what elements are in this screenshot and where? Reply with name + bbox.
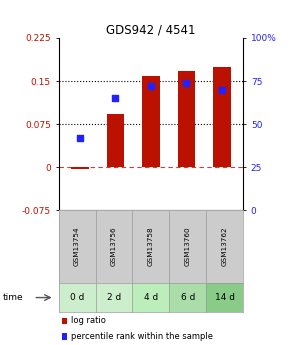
Text: percentile rank within the sample: percentile rank within the sample (71, 332, 213, 341)
Point (184, 80, 189, 86)
Text: GSM13762: GSM13762 (222, 227, 228, 266)
Text: time: time (3, 293, 23, 302)
Text: 4 d: 4 d (144, 293, 158, 302)
Text: 6 d: 6 d (180, 293, 195, 302)
Text: log ratio: log ratio (71, 316, 106, 325)
Title: GDS942 / 4541: GDS942 / 4541 (106, 24, 196, 37)
Point (149, 83, 153, 89)
Text: GSM13754: GSM13754 (74, 227, 80, 266)
Text: GSM13756: GSM13756 (111, 227, 117, 266)
Text: GSM13758: GSM13758 (148, 227, 154, 266)
Bar (213, 67, 231, 167)
Text: 2 d: 2 d (107, 293, 121, 302)
Bar (107, 114, 124, 167)
Point (113, 96, 118, 101)
Text: GSM13760: GSM13760 (185, 227, 191, 266)
Point (78, 135, 82, 141)
Point (219, 87, 224, 92)
Bar (71, 167, 89, 169)
Text: 0 d: 0 d (70, 293, 84, 302)
Bar (178, 71, 195, 167)
Bar (142, 77, 160, 167)
Text: 14 d: 14 d (215, 293, 235, 302)
